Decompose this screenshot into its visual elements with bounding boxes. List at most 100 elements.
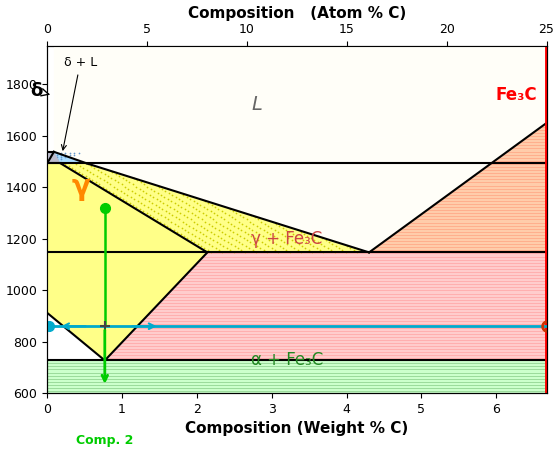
Point: [255, 230, 264, 237]
Point: [157, 212, 166, 219]
Point: [204, 241, 213, 248]
Point: [298, 236, 307, 244]
Point: [310, 236, 319, 244]
Point: [101, 185, 110, 192]
Point: [57, 155, 66, 162]
Point: [98, 183, 107, 190]
Point: [149, 214, 158, 221]
Point: [292, 232, 301, 240]
Point: [200, 218, 209, 225]
Point: [127, 187, 136, 194]
Point: [52, 153, 61, 160]
Point: [52, 151, 61, 159]
Point: [226, 220, 235, 227]
Point: [245, 245, 254, 252]
Point: [206, 234, 214, 241]
Point: [95, 181, 104, 188]
Point: [185, 202, 194, 209]
Point: [248, 226, 257, 233]
Point: [266, 230, 275, 237]
Point: [215, 220, 224, 227]
Point: [83, 160, 92, 168]
Point: [94, 166, 102, 173]
Point: [191, 232, 200, 240]
Point: [229, 228, 238, 236]
Point: [217, 234, 226, 241]
Point: [115, 173, 124, 180]
Point: [185, 222, 194, 229]
Point: [219, 243, 228, 250]
Point: [235, 238, 244, 246]
Point: [249, 241, 258, 248]
Point: [149, 193, 158, 201]
Point: [254, 236, 263, 244]
Point: [288, 230, 297, 237]
Point: [227, 241, 236, 248]
Point: [136, 179, 145, 186]
Point: [275, 222, 284, 229]
Point: [234, 218, 243, 225]
Point: [199, 224, 208, 231]
Point: [122, 177, 130, 184]
Point: [300, 230, 309, 237]
Point: [242, 236, 251, 244]
Point: [72, 160, 81, 168]
Point: [210, 230, 219, 237]
Point: [180, 232, 189, 240]
Point: [193, 220, 202, 227]
Point: [234, 224, 242, 231]
Point: [175, 216, 184, 223]
Point: [118, 175, 127, 182]
X-axis label: Composition (Weight % C): Composition (Weight % C): [185, 421, 408, 436]
Point: [275, 243, 284, 250]
Point: [52, 157, 61, 164]
Point: [225, 206, 234, 213]
Point: [137, 199, 146, 207]
Point: [118, 195, 127, 202]
Point: [237, 226, 246, 233]
Point: [186, 216, 195, 223]
Point: [155, 203, 164, 211]
Point: [165, 189, 174, 196]
Point: [153, 189, 162, 196]
Text: γ: γ: [72, 173, 90, 201]
Point: [198, 236, 207, 244]
Point: [48, 157, 57, 164]
Point: [86, 169, 95, 176]
Polygon shape: [47, 164, 207, 361]
Point: [52, 149, 61, 157]
Point: [259, 247, 268, 254]
Point: [133, 198, 142, 205]
Point: [207, 202, 216, 209]
Point: [230, 222, 239, 229]
Point: [242, 216, 251, 223]
Point: [213, 232, 222, 240]
Point: [267, 245, 276, 252]
Point: [307, 249, 316, 256]
Point: [48, 159, 57, 166]
Point: [282, 247, 291, 254]
Point: [251, 228, 260, 236]
Point: [126, 193, 135, 201]
Point: [257, 218, 266, 225]
Point: [211, 224, 220, 231]
Point: [312, 245, 321, 252]
Point: [160, 193, 169, 201]
Point: [192, 226, 200, 233]
Point: [287, 236, 296, 244]
Point: [164, 195, 172, 202]
Point: [156, 218, 165, 225]
Point: [148, 199, 157, 207]
Point: [245, 224, 254, 231]
Point: [253, 243, 262, 250]
Point: [320, 243, 329, 250]
Point: [203, 247, 212, 254]
Point: [281, 232, 290, 240]
Point: [183, 193, 192, 201]
Point: [290, 245, 298, 252]
Point: [218, 249, 227, 256]
Point: [211, 245, 220, 252]
Point: [133, 177, 142, 184]
Point: [272, 220, 281, 227]
Point: [203, 226, 212, 233]
